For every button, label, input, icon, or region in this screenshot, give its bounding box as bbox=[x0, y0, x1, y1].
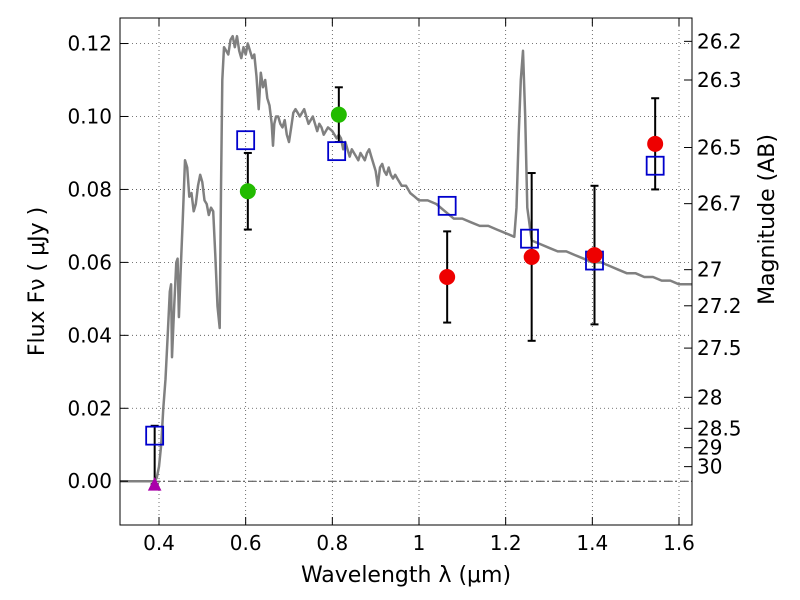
y-tick-label: 0.06 bbox=[67, 250, 112, 274]
model-photometry-square bbox=[236, 130, 256, 151]
observed-point bbox=[330, 106, 347, 123]
model-photometry-square bbox=[520, 228, 539, 249]
right-tick-label: 27.5 bbox=[697, 336, 742, 360]
right-tick-label: 27 bbox=[697, 258, 722, 282]
x-tick-label: 0.4 bbox=[143, 531, 175, 555]
y-tick-label: 0.04 bbox=[67, 323, 112, 347]
y-tick-label: 0.00 bbox=[67, 469, 112, 493]
upper-limit-triangle bbox=[147, 477, 162, 491]
y-tick-label: 0.02 bbox=[67, 396, 112, 420]
x-axis-label: Wavelength λ (μm) bbox=[301, 563, 511, 588]
model-photometry-square bbox=[145, 425, 165, 446]
y-tick-label: 0.10 bbox=[67, 104, 112, 128]
right-tick-label: 28.5 bbox=[697, 416, 742, 440]
right-y-axis-label: Magnitude (AB) bbox=[755, 134, 780, 305]
model-sed-line bbox=[120, 34, 692, 483]
model-photometry-square bbox=[437, 195, 457, 216]
observed-point bbox=[647, 135, 664, 152]
observed-point bbox=[523, 248, 540, 265]
y-tick-label: 0.12 bbox=[67, 32, 112, 56]
right-tick-label: 30 bbox=[697, 455, 722, 479]
y-tick-label: 0.08 bbox=[67, 177, 112, 201]
x-tick-label: 0.6 bbox=[230, 531, 262, 555]
x-tick-label: 1.2 bbox=[490, 531, 522, 555]
right-tick-label: 27.2 bbox=[697, 294, 742, 318]
right-tick-label: 26.7 bbox=[697, 192, 742, 216]
right-tick-label: 26.2 bbox=[697, 29, 742, 53]
plot-frame bbox=[119, 17, 693, 526]
right-tick-label: 29 bbox=[697, 436, 722, 460]
axis-ticks: 0.4 0.6 0.8 1 1.2 1.4 1.6 0.00 0.02 0.04 0.06 0.08 0… bbox=[67, 18, 742, 555]
x-tick-label: 1 bbox=[413, 531, 426, 555]
y-axis-label: Flux Fν ( μJy ) bbox=[25, 207, 50, 356]
data-marks bbox=[145, 86, 665, 491]
right-tick-label: 28 bbox=[697, 385, 722, 409]
observed-point bbox=[439, 268, 456, 285]
model-photometry-square bbox=[645, 155, 665, 176]
x-tick-label: 1.6 bbox=[663, 531, 695, 555]
right-tick-label: 26.5 bbox=[697, 135, 742, 159]
observed-point bbox=[239, 183, 256, 200]
observed-point bbox=[586, 247, 603, 264]
right-tick-label: 26.3 bbox=[697, 68, 742, 92]
x-tick-label: 0.8 bbox=[316, 531, 348, 555]
grid bbox=[120, 18, 692, 525]
model-photometry-square bbox=[327, 141, 347, 162]
x-tick-label: 1.4 bbox=[576, 531, 608, 555]
